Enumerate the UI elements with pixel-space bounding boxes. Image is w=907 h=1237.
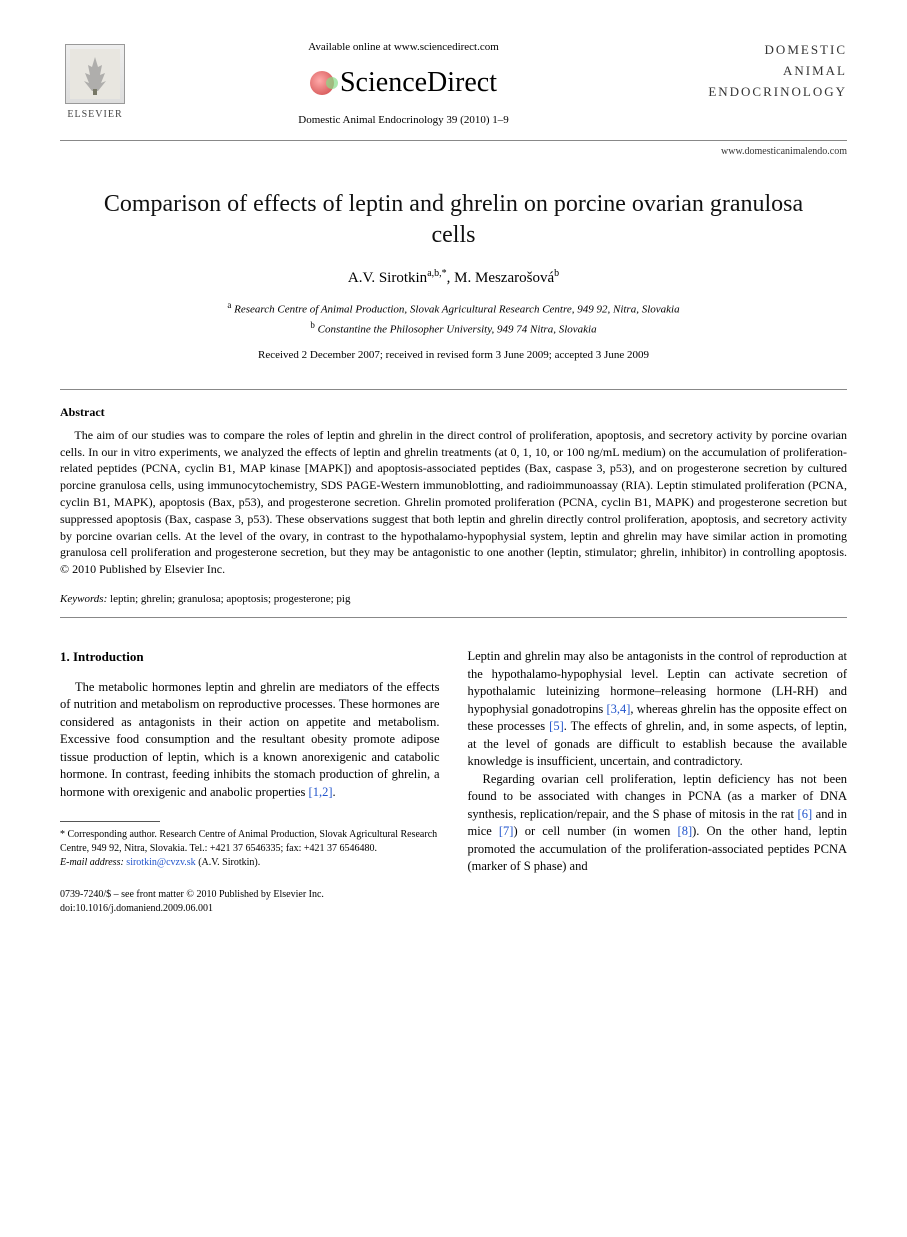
elsevier-text: ELSEVIER — [67, 108, 122, 122]
ref-link-7[interactable]: [7] — [499, 824, 514, 838]
ref-link-8[interactable]: [8] — [678, 824, 693, 838]
email-name: (A.V. Sirotkin). — [198, 857, 260, 868]
author-2: , M. Meszarošová — [447, 270, 554, 286]
col2-para-2: Regarding ovarian cell proliferation, le… — [468, 771, 848, 876]
header-center: Available online at www.sciencedirect.co… — [130, 40, 677, 128]
intro-p1-text: The metabolic hormones leptin and ghreli… — [60, 680, 440, 799]
body-columns: 1. Introduction The metabolic hormones l… — [60, 648, 847, 916]
intro-p1-end: . — [332, 785, 335, 799]
affiliation-a: Research Centre of Animal Production, Sl… — [234, 304, 679, 316]
sciencedirect-text: ScienceDirect — [340, 63, 497, 102]
ref-link-1-2[interactable]: [1,2] — [309, 785, 333, 799]
footnote-rule — [60, 821, 160, 822]
article-title: Comparison of effects of leptin and ghre… — [100, 189, 807, 251]
footer-doi: doi:10.1016/j.domaniend.2009.06.001 — [60, 902, 440, 916]
abstract-text: The aim of our studies was to compare th… — [60, 427, 847, 578]
footnote-corr-text: * Corresponding author. Research Centre … — [60, 828, 440, 856]
keywords-values: leptin; ghrelin; granulosa; apoptosis; p… — [110, 593, 350, 605]
footer-copyright: 0739-7240/$ – see front matter © 2010 Pu… — [60, 888, 440, 902]
available-online-text: Available online at www.sciencedirect.co… — [150, 40, 657, 55]
ref-link-3-4[interactable]: [3,4] — [606, 702, 630, 716]
keywords-label: Keywords: — [60, 593, 107, 605]
sciencedirect-icon — [310, 71, 334, 95]
page-container: ELSEVIER Available online at www.science… — [0, 0, 907, 956]
col2-para-1: Leptin and ghrelin may also be antagonis… — [468, 648, 848, 771]
affiliation-b: Constantine the Philosopher University, … — [318, 323, 597, 335]
author-1: A.V. Sirotkin — [348, 270, 427, 286]
author1-aff: a,b, — [427, 268, 441, 279]
column-left: 1. Introduction The metabolic hormones l… — [60, 648, 440, 916]
email-label: E-mail address: — [60, 857, 124, 868]
email-link[interactable]: sirotkin@cvzv.sk — [126, 857, 195, 868]
elsevier-tree-icon — [65, 44, 125, 104]
footer-block: 0739-7240/$ – see front matter © 2010 Pu… — [60, 888, 440, 916]
authors-line: A.V. Sirotkina,b,*, M. Meszarošováb — [60, 267, 847, 289]
header-row: ELSEVIER Available online at www.science… — [60, 40, 847, 141]
keywords-line: Keywords: leptin; ghrelin; granulosa; ap… — [60, 592, 847, 607]
journal-reference: Domestic Animal Endocrinology 39 (2010) … — [150, 113, 657, 128]
rule-top — [60, 389, 847, 390]
journal-name-box: DOMESTIC ANIMAL ENDOCRINOLOGY — [677, 40, 847, 102]
column-right: Leptin and ghrelin may also be antagonis… — [468, 648, 848, 916]
journal-url: www.domesticanimalendo.com — [60, 145, 847, 159]
affiliations: a Research Centre of Animal Production, … — [60, 299, 847, 337]
elsevier-logo: ELSEVIER — [60, 40, 130, 125]
journal-name-line1: DOMESTIC — [677, 40, 847, 61]
c2p2a: Regarding ovarian cell proliferation, le… — [468, 772, 848, 821]
corresponding-footnote: * Corresponding author. Research Centre … — [60, 828, 440, 870]
rule-bottom — [60, 617, 847, 618]
abstract-heading: Abstract — [60, 404, 847, 421]
ref-link-6[interactable]: [6] — [798, 807, 813, 821]
intro-para-1: The metabolic hormones leptin and ghreli… — [60, 679, 440, 802]
ref-link-5[interactable]: [5] — [549, 719, 564, 733]
c2p2c: ) or cell number (in women — [513, 824, 677, 838]
author2-aff: b — [554, 268, 559, 279]
journal-name-line2: ANIMAL — [677, 61, 847, 82]
journal-name-line3: ENDOCRINOLOGY — [677, 82, 847, 103]
article-history: Received 2 December 2007; received in re… — [60, 348, 847, 363]
sciencedirect-logo: ScienceDirect — [150, 63, 657, 102]
section-1-heading: 1. Introduction — [60, 648, 440, 666]
